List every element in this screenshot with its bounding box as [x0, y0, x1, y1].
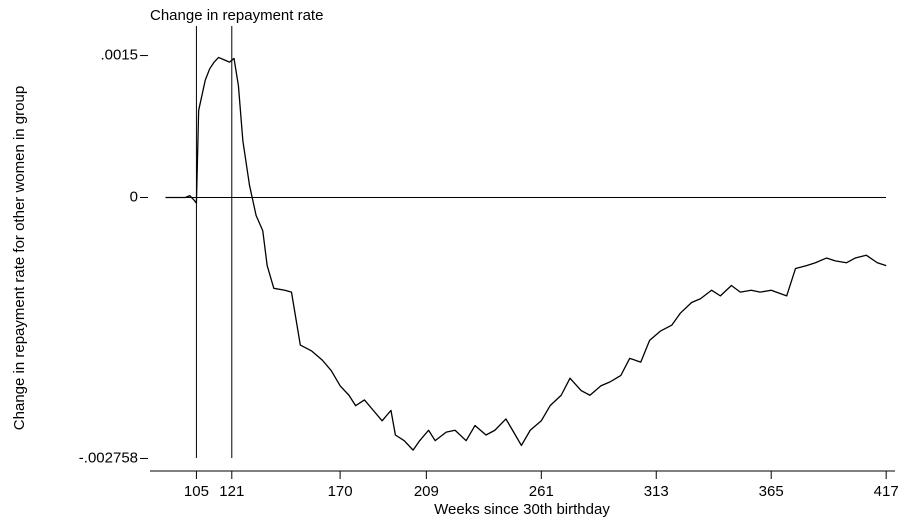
x-tick-label: 170	[328, 483, 353, 500]
x-tick-label: 209	[414, 483, 439, 500]
chart-title: Change in repayment rate	[150, 7, 323, 24]
x-tick-label: 105	[184, 483, 209, 500]
series-line	[165, 56, 887, 451]
y-tick-label: -.002758	[79, 449, 138, 466]
x-tick-label: 365	[759, 483, 784, 500]
y-tick-label: 0	[130, 188, 138, 205]
y-axis-label: Change in repayment rate for other women…	[11, 86, 28, 430]
y-tick-label: .0015	[100, 47, 138, 64]
x-tick-label: 417	[874, 483, 899, 500]
x-tick-label: 121	[219, 483, 244, 500]
x-tick-label: 313	[644, 483, 669, 500]
x-axis-label: Weeks since 30th birthday	[434, 501, 610, 518]
x-tick-label: 261	[529, 483, 554, 500]
